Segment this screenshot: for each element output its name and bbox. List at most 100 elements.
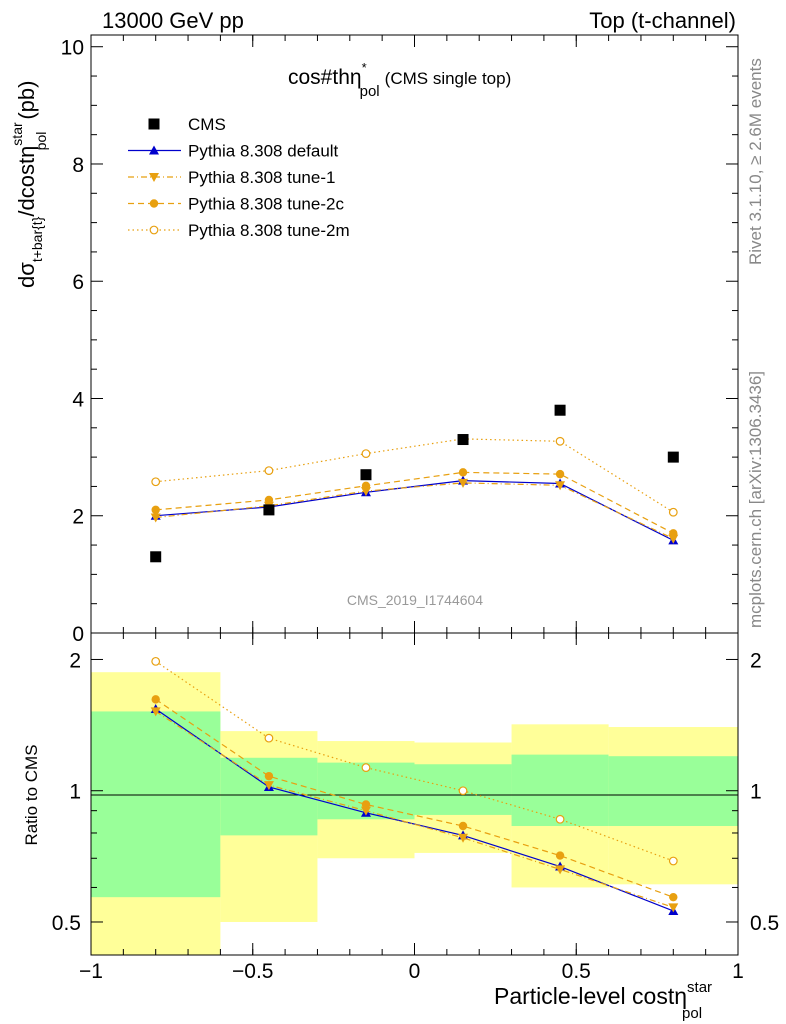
legend-label-3: Pythia 8.308 tune-2c — [188, 195, 344, 214]
main-series-point-3-1 — [264, 495, 274, 505]
ratio-ticks — [90, 633, 739, 955]
main-series-point-2-5 — [668, 534, 679, 544]
ratio-xtick-label: 0.5 — [562, 960, 591, 983]
legend-marker-cms — [148, 118, 160, 130]
main-series-line-4 — [155, 438, 674, 513]
cms-point-2 — [360, 469, 372, 481]
plot-title-sup: * — [362, 60, 367, 75]
xlabel-sup: star — [687, 979, 712, 996]
ratio-series-point-3-1 — [264, 733, 274, 743]
ratio-ytick-label-left: 0.5 — [52, 912, 81, 935]
ylabel-sub: t+bar{t} — [29, 216, 45, 262]
ratio-series-point-1-4 — [555, 865, 566, 875]
cms-point-1 — [263, 504, 275, 516]
ratio-marks — [150, 656, 679, 915]
ratio-series-point-3-0 — [151, 656, 161, 666]
main-ytick-label: 0 — [72, 623, 84, 646]
main-marks — [150, 404, 679, 563]
main-series-point-3-2 — [361, 481, 371, 491]
ylabel-sup: star — [9, 122, 25, 146]
ratio-ytick-label-left: 2 — [69, 649, 81, 672]
ratio-series-point-1-1 — [263, 781, 274, 791]
main-series-point-2-4 — [555, 481, 566, 491]
header-process: Top (t-channel) — [589, 8, 736, 33]
ylabel-sub2: pol — [33, 132, 49, 151]
ratio-series-line-3 — [155, 660, 674, 862]
legend-marker-4 — [149, 225, 159, 235]
legend-label-0: CMS — [188, 115, 226, 134]
main-series-point-4-1 — [264, 466, 274, 476]
main-series-point-3-0 — [151, 505, 160, 515]
legend-label-2: Pythia 8.308 tune-1 — [188, 168, 335, 187]
main-series-line-1 — [155, 479, 674, 541]
ratio-series-point-2-3 — [458, 821, 468, 831]
header-energy: 13000 GeV pp — [102, 8, 244, 33]
main-series-point-4-5 — [668, 507, 678, 517]
svg-text:cos#thη*pol(CMS single top): cos#thη* pol (CMS single top) — [288, 60, 511, 100]
legend: CMS Pythia 8.308 default Pythia 8.308 tune… — [128, 115, 350, 240]
ratio-series-point-1-5 — [668, 903, 679, 913]
xlabel: Particle-level costηstar pol — [494, 979, 712, 1022]
main-series-point-3-5 — [669, 529, 678, 538]
analysis-watermark: CMS_2019_I1744604 — [347, 592, 483, 608]
ratio-ytick-label-right: 1 — [750, 781, 762, 804]
ratio-series-point-2-1 — [264, 771, 274, 781]
ylabel-rest: /dcostη — [14, 146, 39, 217]
ratio-series-point-2-4 — [555, 851, 565, 860]
band-inner-5 — [608, 756, 738, 827]
ratio-xtick-label: 1 — [732, 960, 744, 983]
ratio-ytick-label-right: 0.5 — [750, 912, 779, 935]
cms-point-4 — [554, 404, 566, 416]
main-ytick-label: 10 — [61, 37, 84, 60]
cms-point-0 — [150, 551, 162, 563]
ratio-xtick-label: 0 — [409, 960, 421, 983]
band-inner-1 — [220, 757, 318, 836]
ratio-series-line-2 — [155, 698, 674, 898]
ratio-ylabel: Ratio to CMS — [22, 744, 41, 845]
ratio-series-point-3-2 — [361, 763, 371, 772]
plot-title-suffix: (CMS single top) — [385, 69, 512, 88]
ratio-panel: 0.5 0.5 1 1 2 2 −1 −0.5 0 0.5 1 — [52, 632, 779, 983]
legend-label-1: Pythia 8.308 default — [188, 142, 339, 161]
main-panel: 0 2 4 6 8 10 — [61, 34, 739, 646]
main-ytick-label: 6 — [72, 271, 84, 294]
legend-marker-3 — [149, 199, 159, 208]
main-ytick-label: 8 — [72, 154, 84, 177]
band-inner-0 — [91, 711, 221, 898]
main-series-line-3 — [155, 471, 674, 534]
plot-title: cos#thη* pol (CMS single top) — [288, 60, 511, 100]
ratio-series-line-1 — [155, 710, 674, 908]
plot-title-sub: pol — [360, 83, 380, 100]
main-series-point-3-3 — [458, 468, 468, 477]
main-series-point-4-0 — [151, 477, 161, 487]
cms-point-5 — [667, 451, 679, 463]
ratio-xtick-label: −0.5 — [232, 960, 273, 983]
main-series-point-4-4 — [555, 436, 565, 446]
ratio-series-point-2-2 — [361, 800, 371, 809]
ratio-series-point-1-2 — [360, 806, 371, 816]
xlabel-main: Particle-level costη — [494, 983, 687, 1009]
main-ticks — [90, 35, 739, 634]
main-ytick-label: 2 — [72, 506, 84, 529]
ratio-series-line-0 — [155, 708, 674, 912]
legend-label-4: Pythia 8.308 tune-2m — [188, 221, 350, 240]
main-ytick-labels: 0 2 4 6 8 10 — [61, 37, 85, 646]
ratio-series-point-3-5 — [668, 856, 678, 866]
mcplots-label: mcplots.cern.ch [arXiv:1306.3436] — [746, 371, 765, 628]
ratio-bands — [91, 672, 738, 955]
band-inner-4 — [511, 754, 609, 827]
main-series-line-2 — [155, 482, 674, 540]
main-series-point-2-3 — [458, 478, 469, 488]
ratio-series-point-1-0 — [150, 707, 161, 717]
ratio-ytick-label-left: 1 — [69, 781, 81, 804]
ylabel-dsigma: dσ — [14, 262, 39, 288]
main-series-point-4-2 — [361, 449, 371, 459]
ratio-series-point-2-5 — [669, 892, 678, 902]
ratio-ytick-label-right: 2 — [750, 649, 762, 672]
plot-title-main: cos#thη — [288, 66, 362, 89]
main-series-point-2-2 — [360, 487, 371, 497]
xlabel-sub: pol — [682, 1005, 702, 1022]
cms-point-3 — [457, 434, 469, 446]
